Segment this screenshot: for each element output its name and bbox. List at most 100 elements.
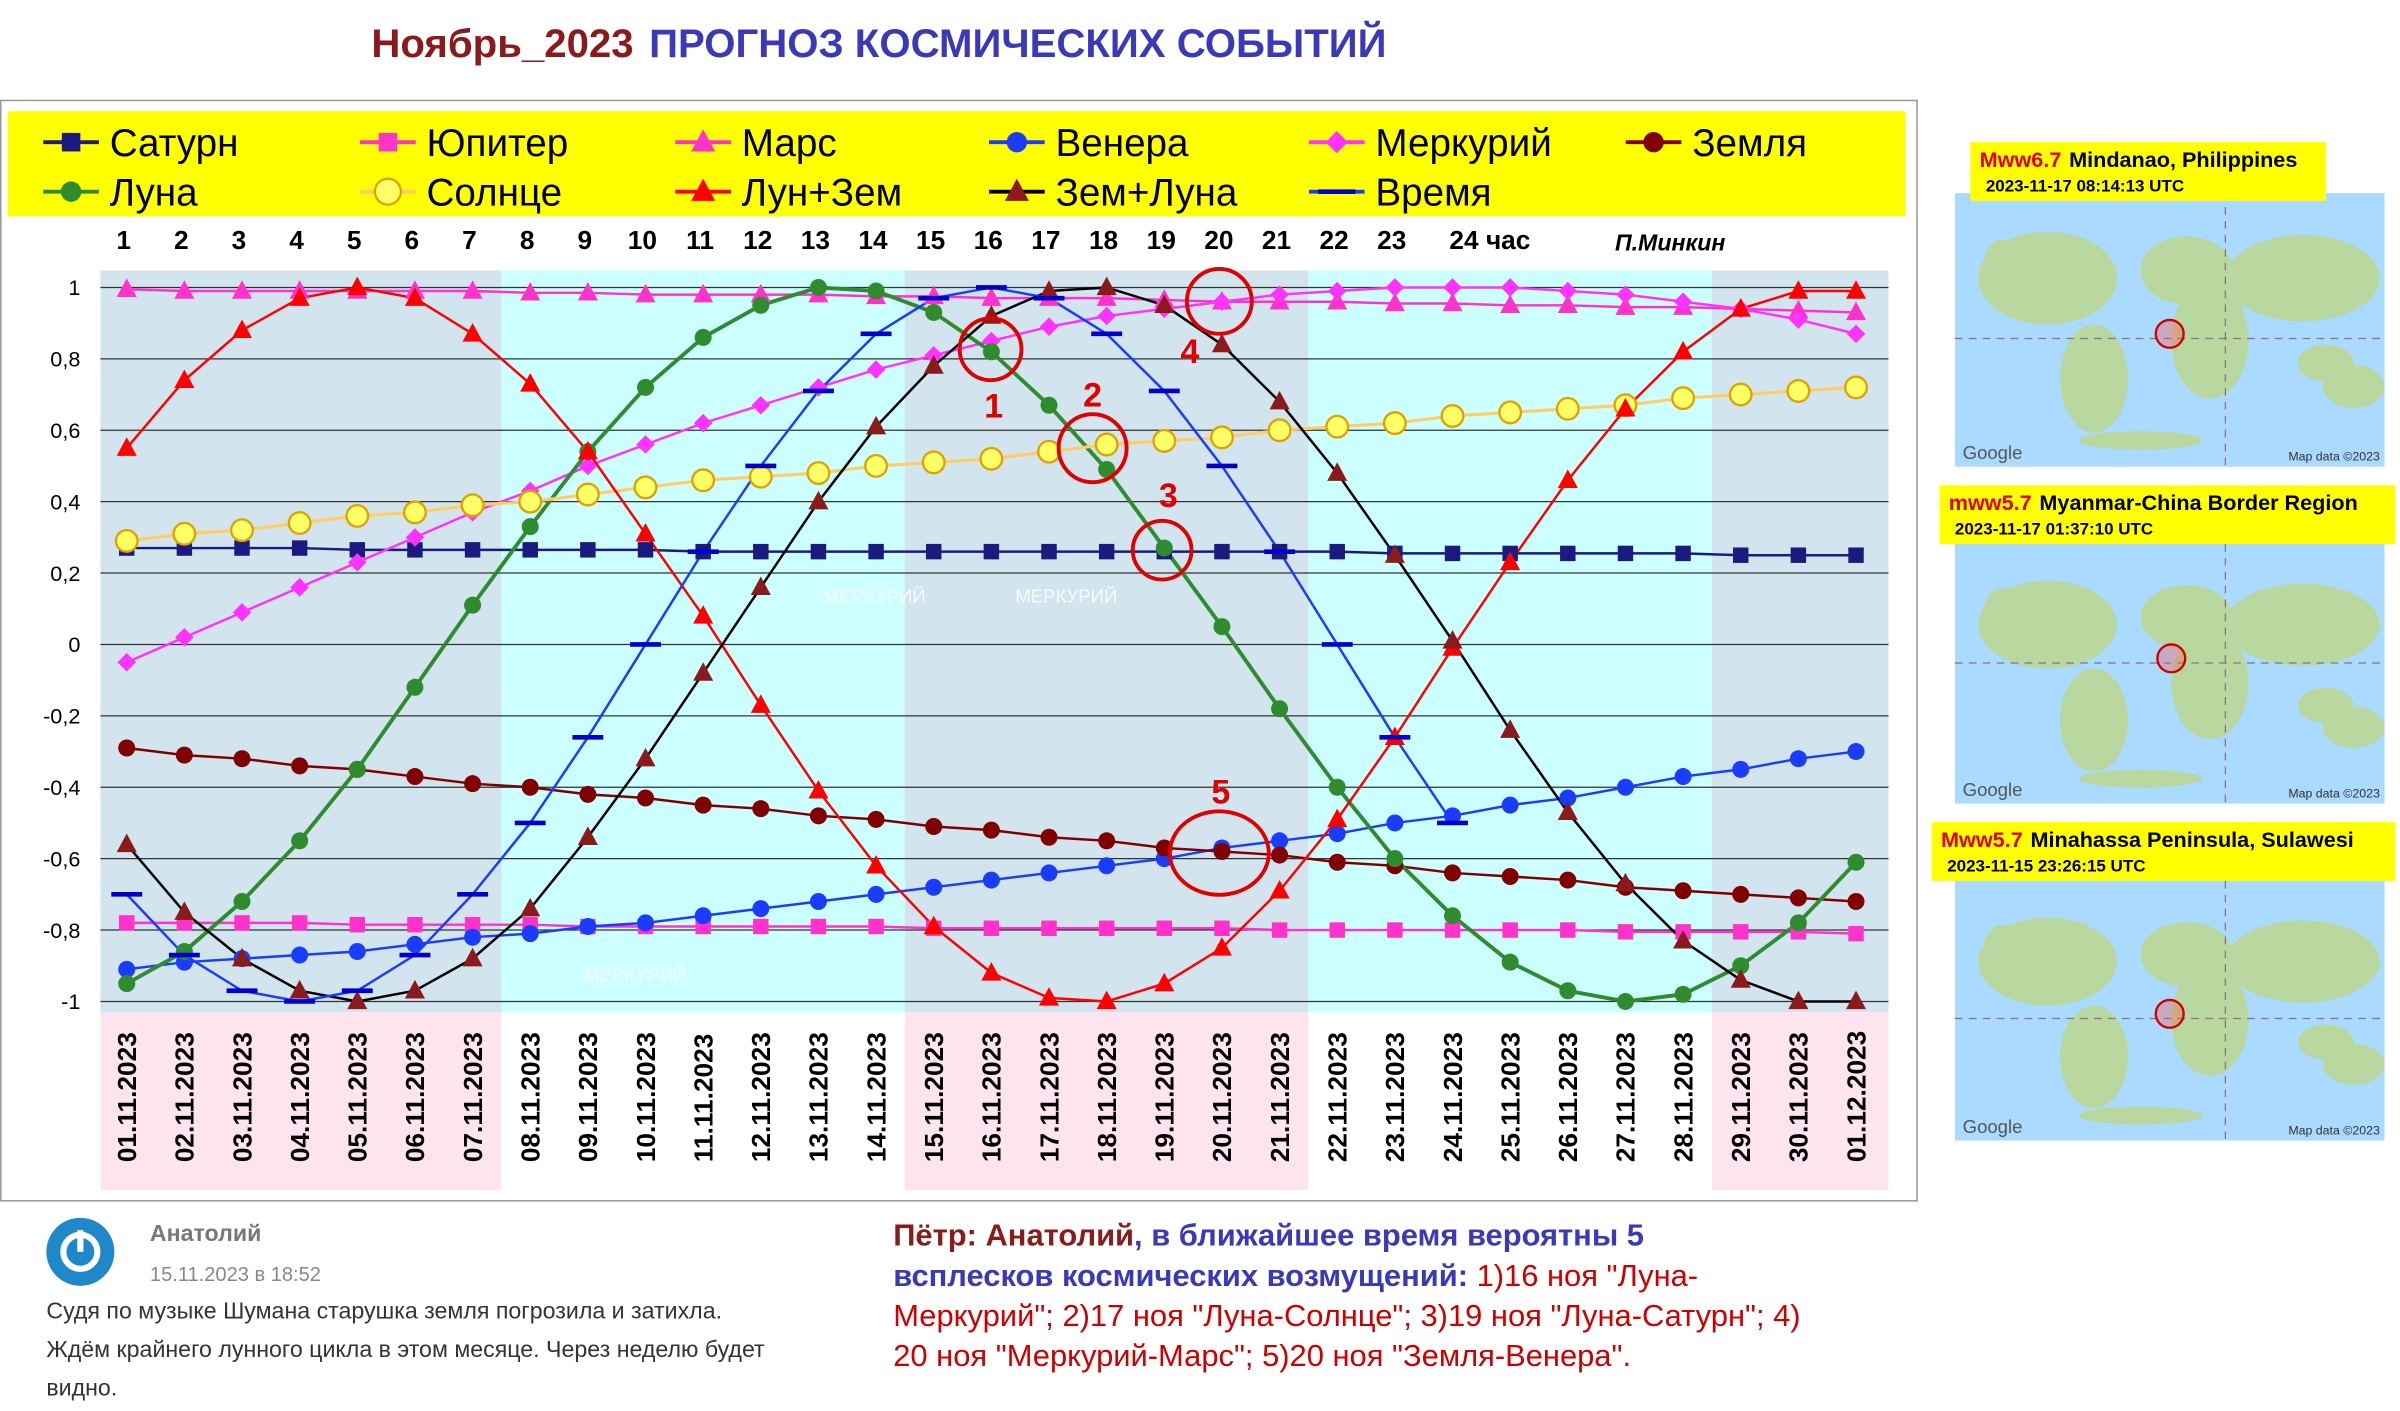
annotation-label: 2	[1083, 376, 1102, 414]
marker	[1387, 922, 1403, 938]
marker	[462, 323, 483, 342]
marker	[867, 810, 885, 828]
marker	[691, 178, 716, 201]
map-land	[2078, 769, 2203, 788]
marker	[1844, 375, 1868, 400]
map-brand: Google	[1963, 1116, 2023, 1137]
marker	[231, 947, 253, 967]
marker	[691, 468, 716, 493]
marker	[230, 518, 254, 543]
marker	[460, 493, 485, 518]
marker	[1788, 990, 1809, 1010]
quake-title: mww5.7 Myanmar-China Border Region	[1949, 490, 2358, 515]
marker	[1789, 914, 1807, 932]
hour-label: 16	[974, 225, 1003, 255]
marker	[291, 946, 309, 964]
marker	[1671, 386, 1696, 411]
marker	[694, 907, 712, 925]
marker	[348, 942, 366, 960]
marker	[579, 785, 597, 803]
hour-label: 11	[686, 225, 714, 255]
annotation-label: 5	[1211, 774, 1230, 812]
marker	[1154, 972, 1175, 992]
map-land	[2060, 1005, 2129, 1109]
marker	[1617, 924, 1634, 940]
marker	[635, 522, 656, 542]
marker	[1098, 832, 1116, 850]
map-land	[2322, 1043, 2385, 1085]
marker	[1096, 287, 1117, 306]
legend-label: Венера	[1056, 122, 1190, 165]
map-credit: Map data ©2023	[2288, 1123, 2380, 1137]
marker	[923, 915, 944, 935]
marker	[866, 360, 886, 379]
y-tick-label: -1	[61, 989, 80, 1014]
annotation-circle	[957, 316, 1024, 383]
marker	[866, 854, 887, 874]
marker	[867, 282, 885, 300]
y-tick-label: -0,4	[43, 775, 80, 800]
marker	[637, 914, 655, 932]
marker	[1327, 281, 1347, 301]
map-epicenter	[2154, 998, 2185, 1029]
marker	[1211, 333, 1232, 353]
marker	[287, 511, 312, 536]
y-tick-label: 1	[68, 275, 80, 300]
marker	[1730, 969, 1751, 988]
marker	[577, 826, 598, 845]
legend-label: Юпитер	[427, 122, 569, 165]
marker	[462, 280, 483, 299]
marker	[1211, 937, 1232, 956]
quake-header	[1939, 485, 2396, 544]
hour-label: 10	[628, 225, 657, 255]
marker	[868, 918, 884, 935]
marker	[1041, 543, 1057, 560]
map-land	[1982, 924, 2020, 984]
quake-time: 2023-11-17 01:37:10 UTC	[1955, 520, 2153, 539]
marker	[289, 287, 310, 306]
marker	[175, 746, 193, 764]
map-land	[1982, 239, 2020, 302]
marker	[1847, 743, 1865, 761]
marker	[1041, 920, 1057, 936]
x-tick-label: 13.11.2023	[804, 1032, 834, 1162]
marker	[1616, 285, 1635, 304]
title-date: Ноябрь_2023	[371, 21, 633, 66]
y-tick-label: -0,2	[43, 704, 80, 729]
hour-label: 14	[858, 225, 888, 255]
marker	[1557, 801, 1578, 820]
marker	[1616, 992, 1634, 1010]
marker	[580, 542, 596, 558]
marker	[753, 918, 769, 935]
label-band	[1711, 1012, 1889, 1190]
hour-label: 24 час	[1449, 225, 1530, 255]
map	[1954, 544, 2385, 804]
marker	[1040, 864, 1058, 882]
map-land	[2322, 364, 2385, 408]
quake-place: Mindanao, Philippines	[2069, 147, 2297, 172]
marker	[864, 453, 889, 478]
y-tick-label: 0	[68, 632, 80, 657]
avatar	[46, 1217, 115, 1286]
marker	[750, 576, 771, 596]
week-band	[100, 270, 502, 1013]
marker	[347, 276, 368, 296]
marker	[691, 129, 716, 152]
marker	[1328, 778, 1346, 796]
marker	[1673, 340, 1694, 360]
marker	[1559, 871, 1577, 889]
marker	[1152, 428, 1177, 453]
marker	[1786, 379, 1811, 403]
marker	[291, 915, 308, 931]
marker	[118, 915, 135, 931]
legend-label: Сатурн	[110, 122, 239, 165]
quake-time: 2023-11-15 23:26:15 UTC	[1947, 857, 2145, 876]
marker	[1673, 292, 1693, 312]
marker	[345, 503, 370, 528]
marker	[1500, 551, 1521, 571]
x-tick-label: 23.11.2023	[1380, 1032, 1410, 1162]
x-tick-label: 05.11.2023	[343, 1032, 373, 1162]
x-tick-label: 11.11.2023	[688, 1034, 718, 1163]
marker	[1327, 808, 1348, 828]
hour-label: 1	[116, 225, 131, 255]
